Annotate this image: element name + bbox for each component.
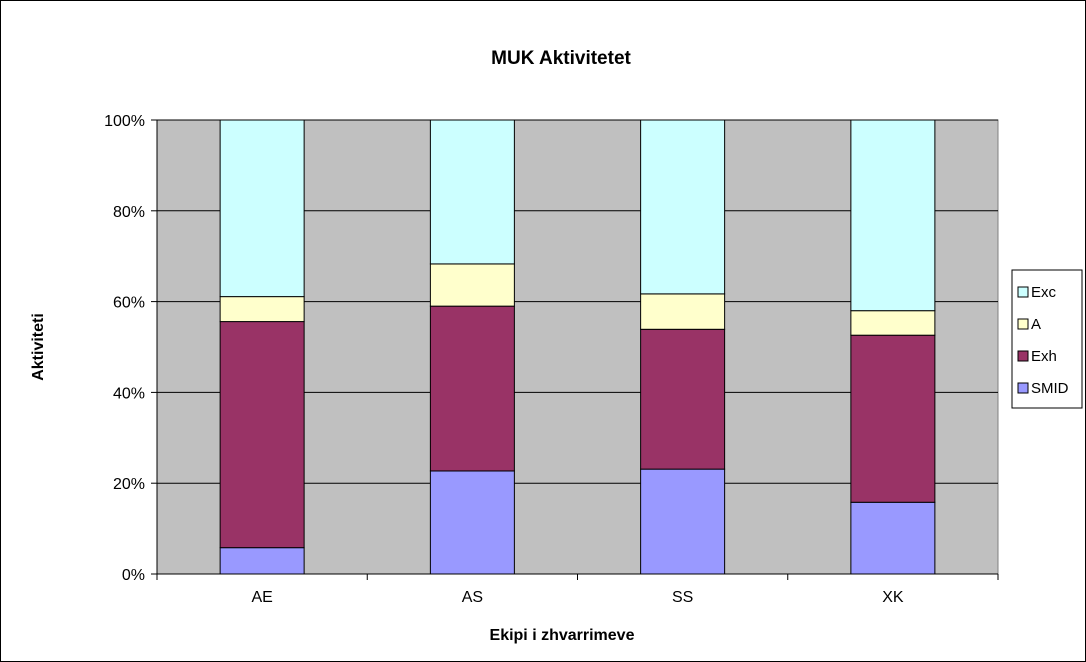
legend-swatch-a — [1017, 318, 1029, 330]
x-tick-label: AS — [462, 589, 483, 606]
x-tick-label: AE — [251, 589, 272, 606]
y-axis-label: Aktiviteti — [30, 313, 47, 381]
y-tick-label: 100% — [104, 113, 145, 130]
legend-label-exh: Exh — [1031, 348, 1057, 365]
legend-label-a: A — [1031, 316, 1041, 333]
chart-title: MUK Aktivitetet — [491, 48, 631, 69]
bar-segment-a-ss — [640, 293, 726, 330]
bar-segment-exc-ss — [640, 119, 726, 295]
bar-segment-smid-ss — [640, 468, 726, 575]
bar-segment-exh-as — [429, 305, 515, 472]
bar-segment-exc-xk — [850, 119, 936, 312]
y-tick-label: 0% — [122, 567, 145, 584]
bar-segment-exh-ae — [219, 321, 305, 549]
legend-swatch-exc — [1017, 286, 1029, 298]
legend-label-exc: Exc — [1031, 284, 1057, 301]
bar-segment-smid-as — [429, 470, 515, 575]
x-ticks: AE AS SS XK — [156, 574, 999, 606]
bar-segment-exh-xk — [850, 334, 936, 503]
legend: Exc A Exh SMID — [1011, 269, 1083, 409]
bar-segment-smid-xk — [850, 501, 936, 575]
x-axis-label: Ekipi i zhvarrimeve — [490, 627, 635, 644]
y-tick-label: 60% — [113, 295, 145, 312]
bar-segment-a-ae — [219, 296, 305, 323]
bar-segment-exc-ae — [219, 119, 305, 298]
legend-swatch-exh — [1017, 350, 1029, 362]
y-tick-label: 80% — [113, 204, 145, 221]
bar-segment-a-as — [429, 263, 515, 307]
y-tick-label: 20% — [113, 476, 145, 493]
legend-swatch-smid — [1017, 382, 1029, 394]
bars — [219, 119, 936, 575]
legend-label-smid: SMID — [1031, 380, 1069, 397]
bar-segment-a-xk — [850, 310, 936, 336]
x-tick-label: SS — [672, 589, 693, 606]
bar-segment-exc-as — [429, 119, 515, 265]
x-tick-label: XK — [882, 589, 904, 606]
bar-segment-smid-ae — [219, 547, 305, 575]
y-tick-label: 40% — [113, 385, 145, 402]
y-ticks: 0% 20% 40% 60% 80% 100% — [104, 113, 157, 584]
bar-segment-exh-ss — [640, 328, 726, 470]
